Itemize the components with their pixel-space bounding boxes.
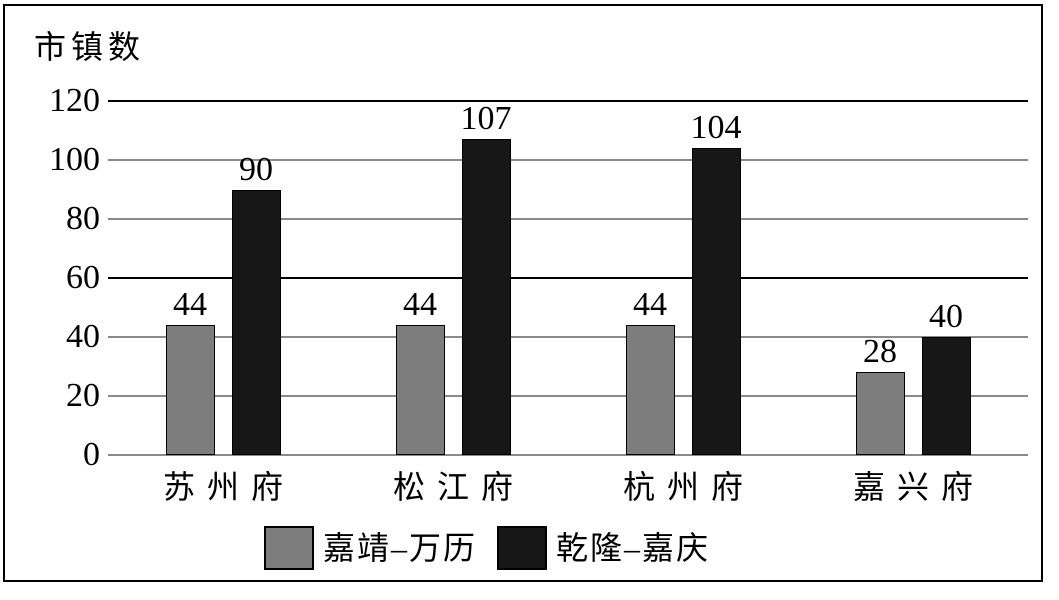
bar-嘉兴府-嘉靖–万历 xyxy=(855,372,905,455)
bar-value-label: 44 xyxy=(403,286,437,324)
y-tick-label-120: 120 xyxy=(49,82,100,119)
x-category-label: 苏州府 xyxy=(162,469,295,505)
y-tick-label-60: 60 xyxy=(66,259,100,296)
plot-area: 44 90 44 107 44 104 28 40 xyxy=(108,100,1028,456)
bar-value-label: 104 xyxy=(690,109,742,147)
x-category-label: 嘉兴府 xyxy=(852,469,985,505)
bar-杭州府-乾隆–嘉庆 xyxy=(691,148,741,455)
legend: 嘉靖–万历 乾隆–嘉庆 xyxy=(264,524,730,572)
bar-嘉兴府-乾隆–嘉庆 xyxy=(921,337,971,455)
legend-swatch-black xyxy=(497,526,548,570)
gridline-40 xyxy=(108,336,1028,338)
x-category-label: 松江府 xyxy=(392,469,525,505)
y-tick-label-0: 0 xyxy=(83,436,100,473)
bar-松江府-乾隆–嘉庆 xyxy=(461,139,511,455)
bar-杭州府-嘉靖–万历 xyxy=(625,325,675,455)
bar-松江府-嘉靖–万历 xyxy=(395,325,445,455)
y-tick-label-80: 80 xyxy=(66,200,100,237)
y-tick-label-100: 100 xyxy=(49,141,100,178)
chart-border xyxy=(3,4,1043,582)
bar-value-label: 28 xyxy=(863,333,897,371)
y-axis-title: 市镇数 xyxy=(34,29,146,65)
bar-苏州府-嘉靖–万历 xyxy=(165,325,215,455)
bar-value-label: 90 xyxy=(239,150,273,188)
gridline-0 xyxy=(108,454,1028,456)
gridline-120 xyxy=(108,100,1028,102)
bar-value-label: 44 xyxy=(173,286,207,324)
bar-value-label: 40 xyxy=(929,298,963,335)
gridline-20 xyxy=(108,395,1028,397)
legend-label: 乾隆–嘉庆 xyxy=(556,530,711,566)
bar-value-label: 44 xyxy=(633,286,667,324)
gridline-80 xyxy=(108,218,1028,220)
legend-label: 嘉靖–万历 xyxy=(323,530,478,566)
y-tick-label-20: 20 xyxy=(66,377,100,414)
x-category-label: 杭州府 xyxy=(622,469,755,505)
bar-value-label: 107 xyxy=(460,100,512,138)
legend-swatch-gray xyxy=(264,526,314,570)
gridline-60 xyxy=(108,277,1028,279)
bar-苏州府-乾隆–嘉庆 xyxy=(231,189,281,455)
y-tick-label-40: 40 xyxy=(66,318,100,355)
gridline-100 xyxy=(108,159,1028,161)
